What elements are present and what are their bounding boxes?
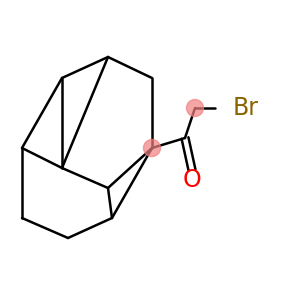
Circle shape xyxy=(143,140,161,157)
Circle shape xyxy=(187,100,203,116)
Text: Br: Br xyxy=(233,96,259,120)
Text: O: O xyxy=(183,168,201,192)
